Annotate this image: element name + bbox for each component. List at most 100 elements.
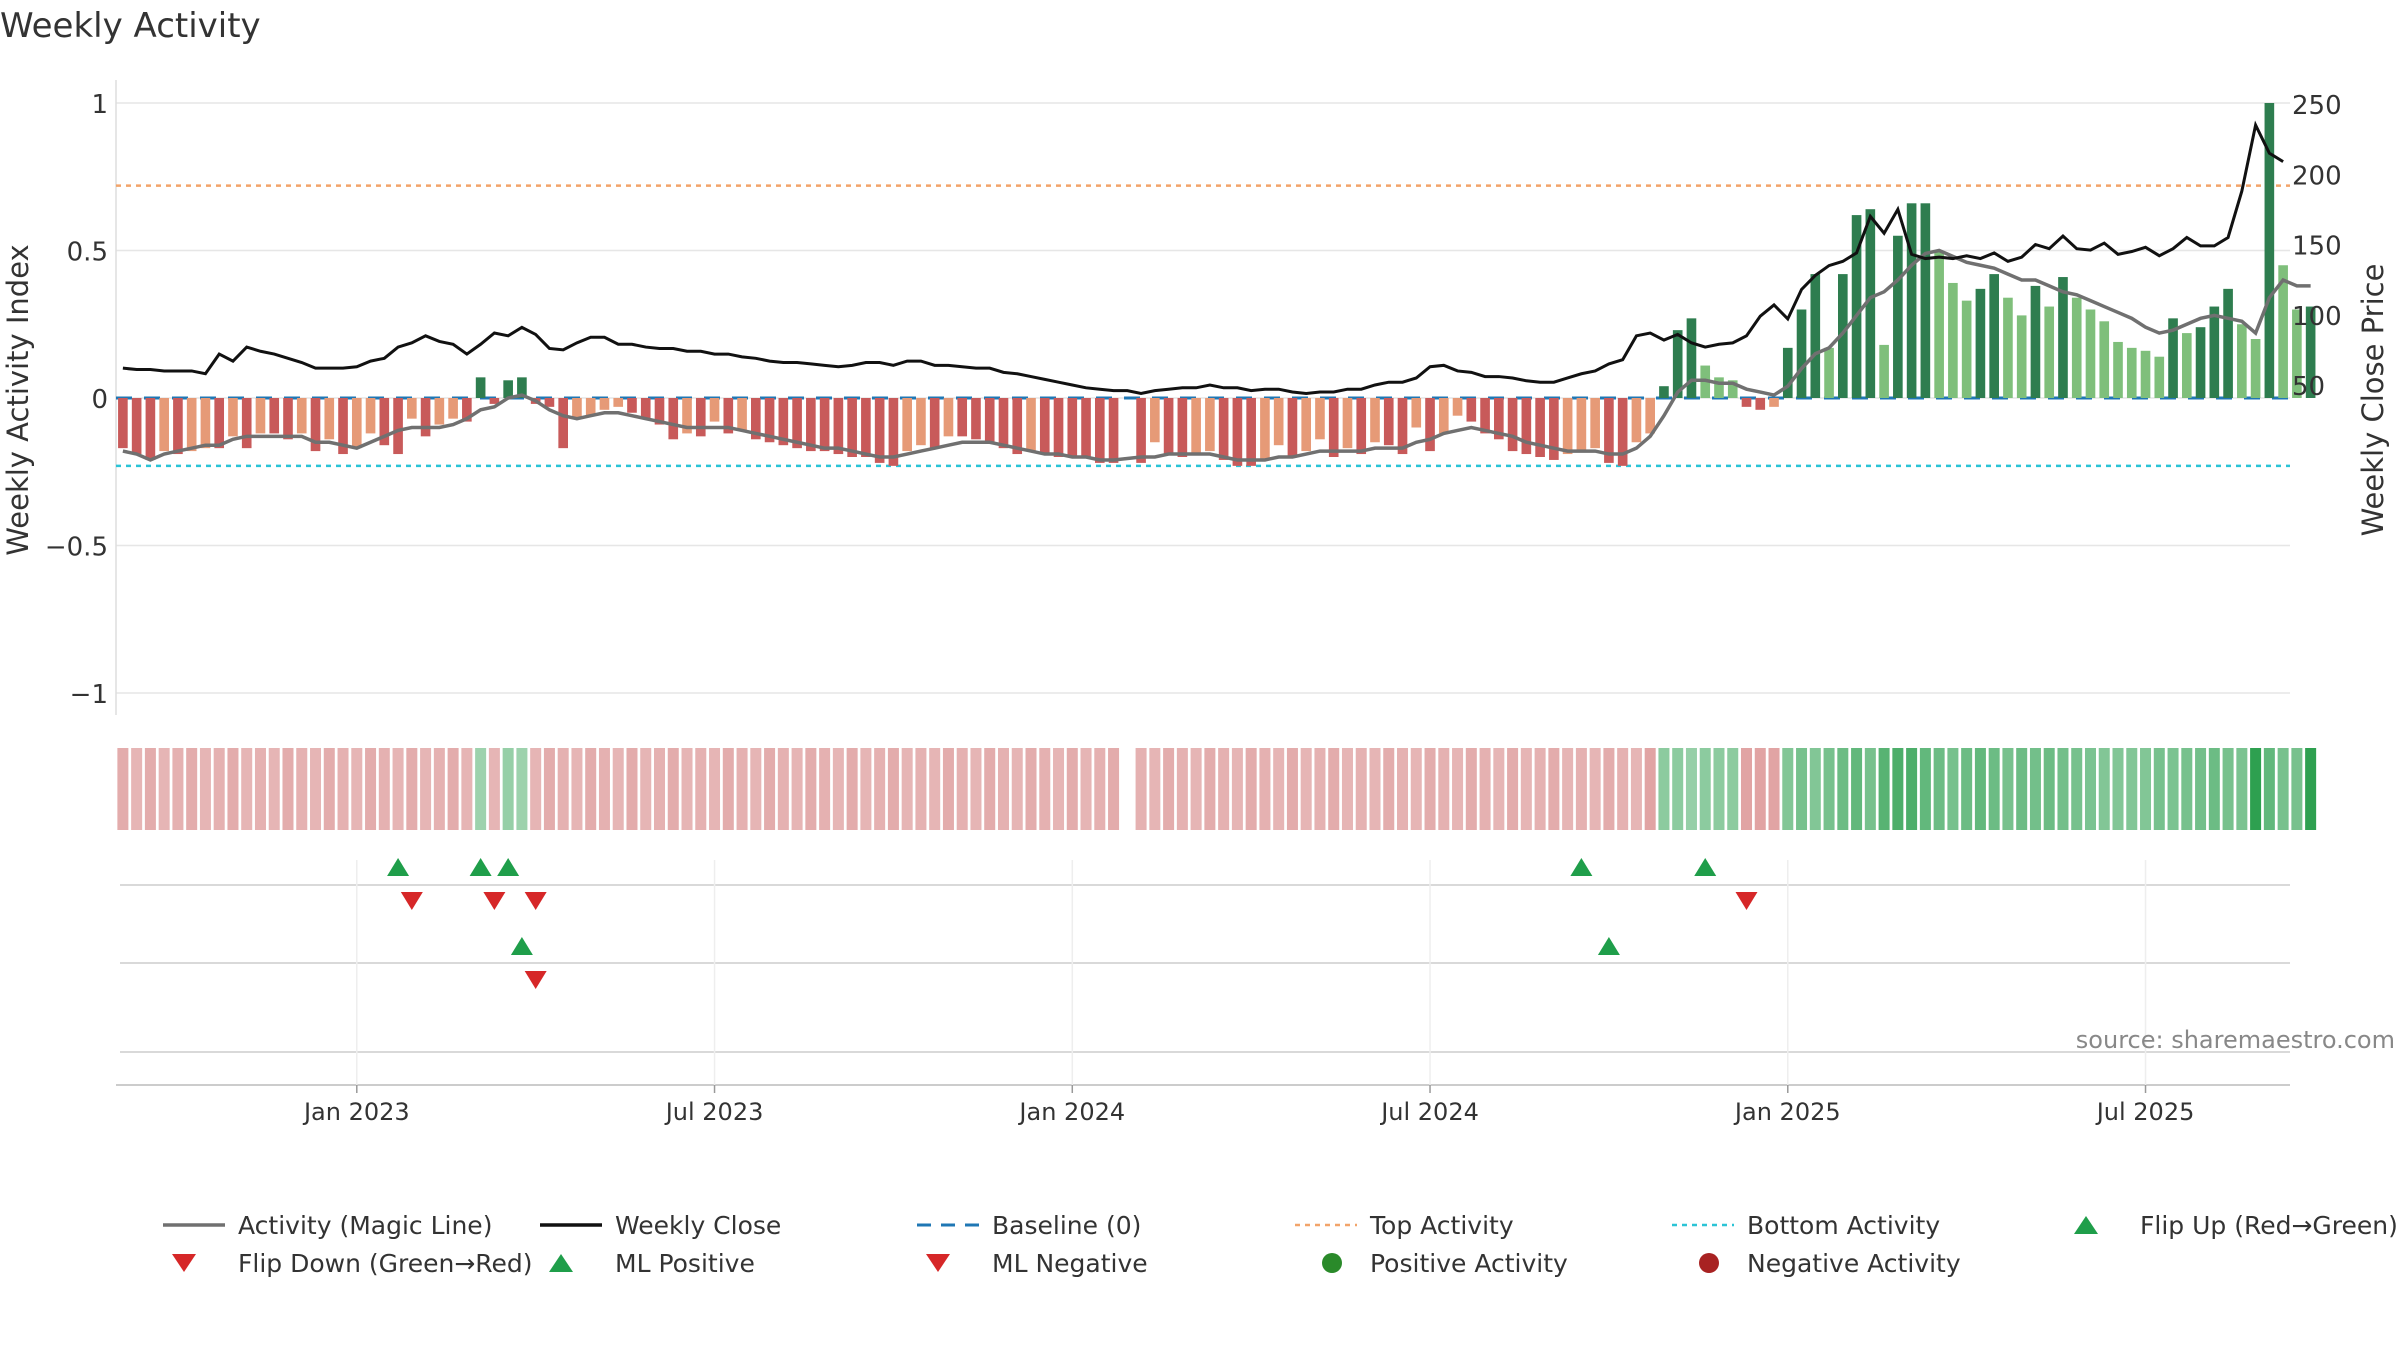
heat-strip-cell [1218, 748, 1230, 830]
x-tick-label: Jan 2023 [302, 1098, 410, 1126]
weekly-close-path [122, 120, 2284, 395]
heat-strip-cell [1066, 748, 1078, 830]
x-tick-label: Jul 2025 [2095, 1098, 2195, 1126]
activity-bar [1438, 398, 1449, 434]
flip-up-marker [469, 858, 492, 876]
activity-bar [1287, 398, 1298, 457]
activity-bar [778, 398, 789, 446]
activity-bar [420, 398, 431, 437]
activity-bar [1177, 398, 1188, 457]
heat-strip-cell [1231, 748, 1243, 830]
activity-bar [627, 398, 637, 413]
activity-bar [462, 398, 472, 422]
ml-positive-marker [1597, 937, 1620, 955]
heat-strip-cell [2126, 748, 2138, 830]
heat-strip-cell [1438, 748, 1450, 830]
x-tick-label: Jan 2025 [1733, 1098, 1841, 1126]
heat-strip-cell [832, 748, 844, 830]
activity-bar [1480, 398, 1490, 434]
y-left-tick-label: −1 [70, 680, 108, 710]
activity-bar [1727, 380, 1738, 398]
heat-strip-cell [901, 748, 913, 830]
heat-strip-cell [2084, 748, 2096, 830]
activity-bar [1948, 282, 1958, 398]
activity-bar [269, 398, 280, 434]
activity-bar [737, 398, 747, 431]
activity-bar [695, 398, 706, 437]
activity-bar [186, 398, 197, 452]
activity-bar [503, 380, 513, 398]
activity-bar [1838, 274, 1848, 398]
heat-strip-cell [2057, 748, 2069, 830]
heat-strip-cell [1465, 748, 1477, 830]
heat-strip-cell [1176, 748, 1188, 830]
heat-strip-cell [365, 748, 377, 830]
y-left-tick-label: 0 [91, 385, 108, 415]
heat-strip-cell [1933, 748, 1945, 830]
activity-bar [2209, 306, 2220, 398]
legend-label: ML Positive [615, 1249, 755, 1278]
heat-strip-cell [2153, 748, 2165, 830]
heat-strip-cell [1355, 748, 1367, 830]
legend-label: Negative Activity [1747, 1249, 1961, 1278]
activity-bar [1328, 398, 1339, 457]
heat-strip-cell [1603, 748, 1615, 830]
x-tick-label: Jan 2024 [1017, 1098, 1125, 1126]
heat-strip-cell [2250, 748, 2262, 830]
heat-strip-cell [1094, 748, 1106, 830]
activity-bar [585, 398, 596, 416]
activity-bar [902, 398, 912, 452]
y-right-tick-label: 150 [2292, 232, 2342, 262]
activity-bar [764, 398, 775, 443]
heat-strip-cell [1919, 748, 1931, 830]
heat-strip-cell [1617, 748, 1629, 830]
activity-bar [1659, 386, 1669, 398]
x-axis: Jan 2023 Jul 2023 Jan 2024 Jul 2024 Jan 2025… [302, 1085, 2194, 1126]
y-axis-right-label: Weekly Close Price [2356, 264, 2390, 537]
heat-strip-cell [1768, 748, 1780, 830]
activity-bar [640, 398, 651, 419]
activity-bar [668, 398, 679, 440]
heat-strip-cell [1397, 748, 1409, 830]
weekly-close-line [122, 120, 2284, 395]
activity-bar [2181, 333, 2192, 398]
activity-bar [1136, 398, 1146, 463]
heat-strip-cell [1947, 748, 1959, 830]
activity-bar [1906, 203, 1917, 398]
heat-strip-cell [199, 748, 211, 830]
heat-strip-cell [1823, 748, 1835, 830]
activity-bar [1769, 398, 1779, 407]
heat-strip-cell [736, 748, 748, 830]
heat-strip-cell [1575, 748, 1587, 830]
flip-marker-panel [116, 858, 2290, 1086]
heat-strip-cell [2222, 748, 2234, 830]
heat-strip-cell [186, 748, 198, 830]
activity-bars [118, 103, 2316, 466]
heat-strip-cell [1452, 748, 1464, 830]
heat-strip-cell [1988, 748, 2000, 830]
heat-strip-cell [1080, 748, 1092, 830]
activity-bar [682, 398, 692, 434]
activity-bar [2140, 350, 2151, 398]
heat-strip-cell [695, 748, 707, 830]
activity-bar [1631, 398, 1642, 443]
flip-down-marker [524, 892, 547, 910]
heat-strip-cell [1493, 748, 1505, 830]
heat-strip-cell [1740, 748, 1753, 830]
heat-strip-cell [598, 748, 610, 830]
heat-strip-cell [1630, 748, 1642, 830]
activity-bar [1879, 344, 1889, 398]
legend-swatch [1699, 1253, 1719, 1273]
heat-strip-cell [1864, 748, 1876, 830]
heat-strip-cell [1314, 748, 1326, 830]
activity-bar [1163, 398, 1174, 455]
activity-bar [1246, 398, 1256, 466]
activity-bar [847, 398, 857, 457]
heat-strip-cell [571, 748, 583, 830]
heat-strip-cell [1520, 748, 1532, 830]
legend-swatch [172, 1254, 196, 1272]
activity-bar [1604, 398, 1614, 463]
heat-strip-cell [2043, 748, 2055, 830]
heat-strip-cell [1699, 748, 1711, 830]
